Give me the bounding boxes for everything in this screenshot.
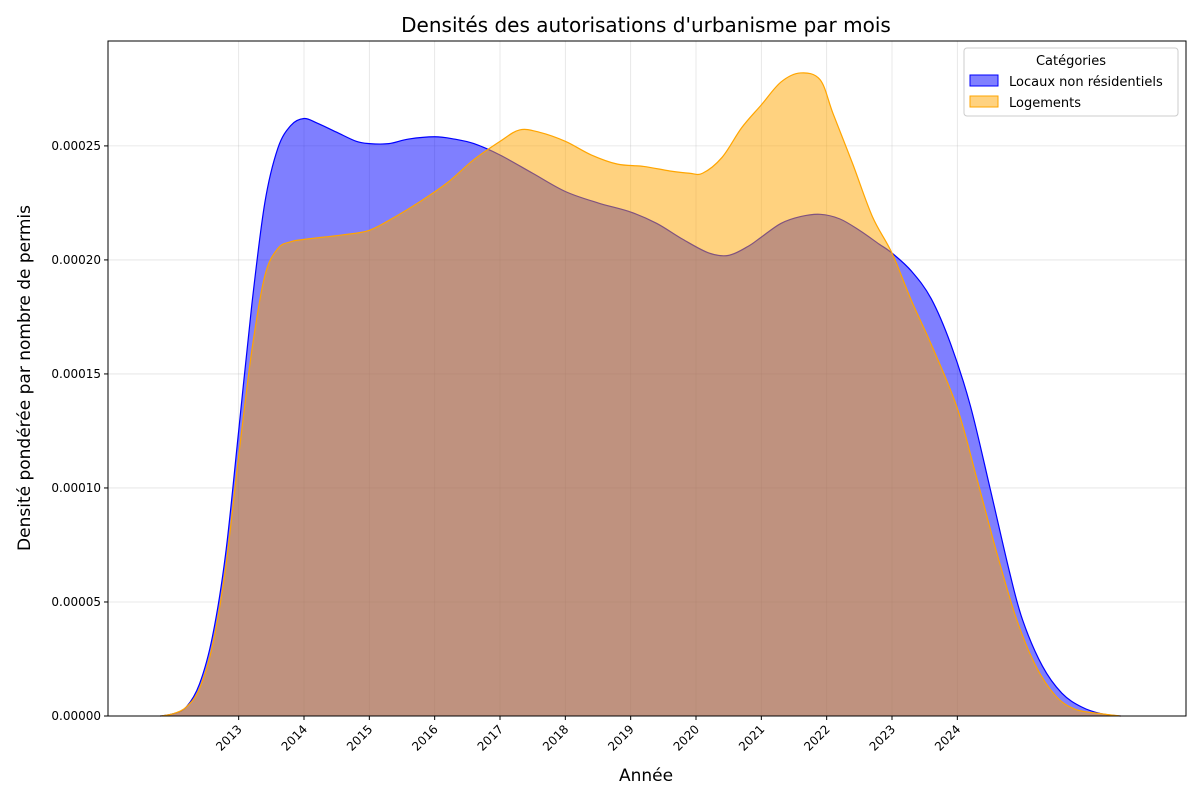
y-tick-label: 0.00010 xyxy=(51,481,101,495)
y-tick-label: 0.00000 xyxy=(51,709,101,723)
legend-box xyxy=(963,47,1179,117)
legend-title: Catégories xyxy=(1036,54,1106,69)
legend-swatch-locaux xyxy=(969,74,999,87)
y-tick-label: 0.00020 xyxy=(51,253,101,267)
legend: Catégories Locaux non résidentiels Logem… xyxy=(963,47,1179,117)
y-tick-label: 0.00005 xyxy=(51,595,101,609)
y-axis-title: Densité pondérée par nombre de permis xyxy=(15,205,35,551)
legend-swatch-logements xyxy=(969,95,999,108)
legend-label-logements: Logements xyxy=(1009,96,1081,111)
chart-title: Densités des autorisations d'urbanisme p… xyxy=(401,13,891,37)
series-area-logements xyxy=(160,72,1121,716)
x-axis-title: Année xyxy=(619,766,673,786)
legend-label-locaux: Locaux non résidentiels xyxy=(1009,75,1163,90)
series-layer xyxy=(160,72,1121,717)
y-tick-label: 0.00015 xyxy=(51,367,101,381)
plot-frame xyxy=(107,40,1187,717)
series-line-logements xyxy=(160,72,1121,717)
y-tick-label: 0.00025 xyxy=(51,139,101,153)
